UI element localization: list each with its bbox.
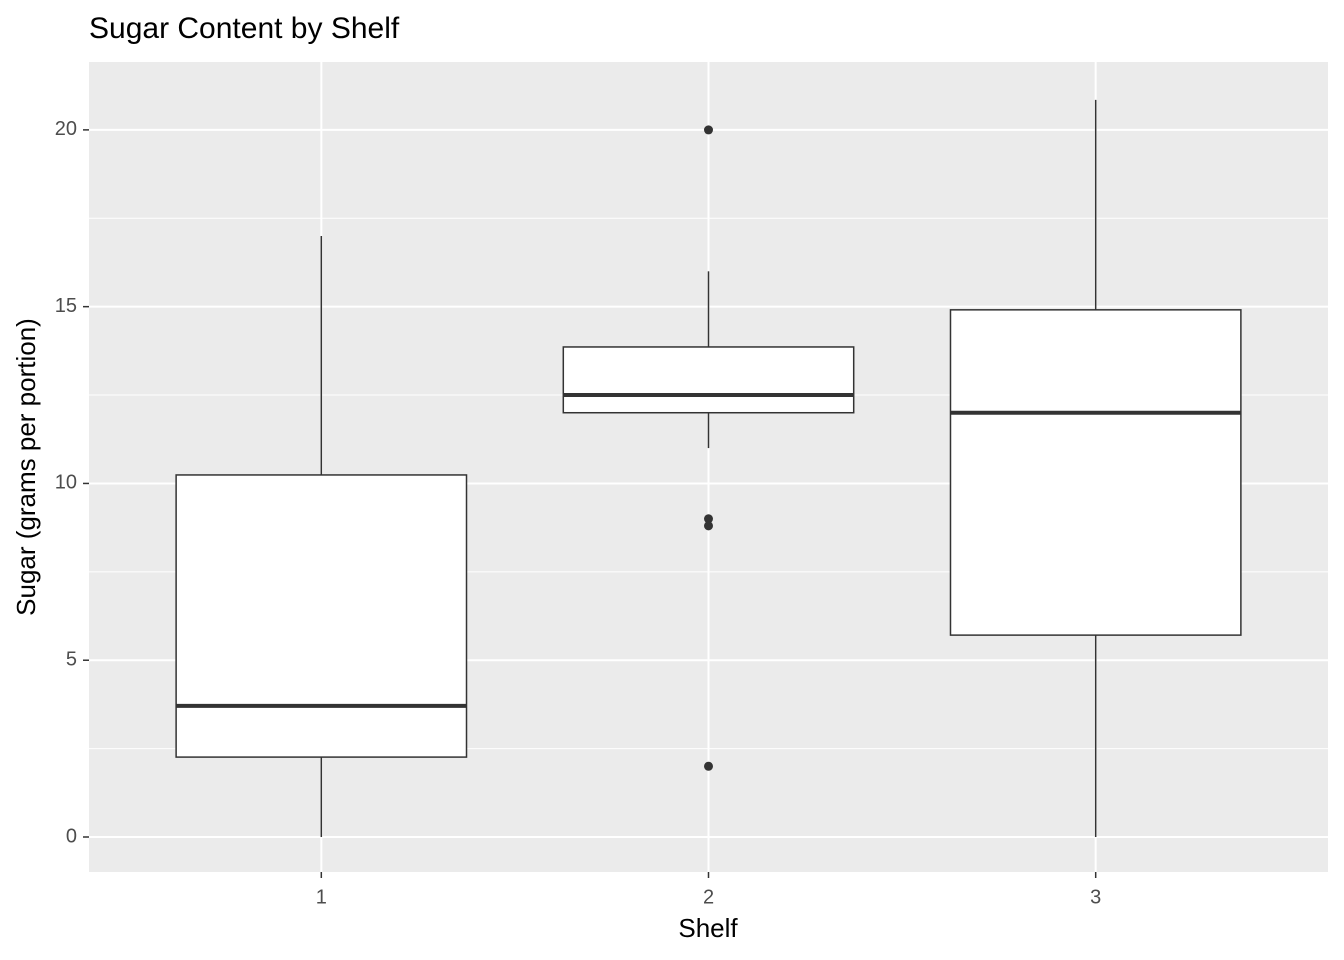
outlier [704,125,713,135]
y-tick-label: 5 [66,649,77,671]
box [949,309,1242,636]
outlier [704,514,713,524]
marks [175,99,1242,837]
box [175,474,468,758]
y-tick-label: 10 [55,472,77,494]
x-tick-label: 2 [703,886,714,908]
outlier [704,761,713,771]
box [562,346,855,414]
x-axis-label: Shelf [678,913,738,943]
x-tick-label: 3 [1090,886,1101,908]
y-tick-label: 15 [55,295,77,317]
chart-title: Sugar Content by Shelf [89,12,400,45]
y-tick-label: 0 [66,825,77,847]
outlier [704,521,713,531]
y-axis-label: Sugar (grams per portion) [11,318,41,616]
x-tick-label: 1 [316,886,327,908]
y-tick-label: 20 [55,118,77,140]
